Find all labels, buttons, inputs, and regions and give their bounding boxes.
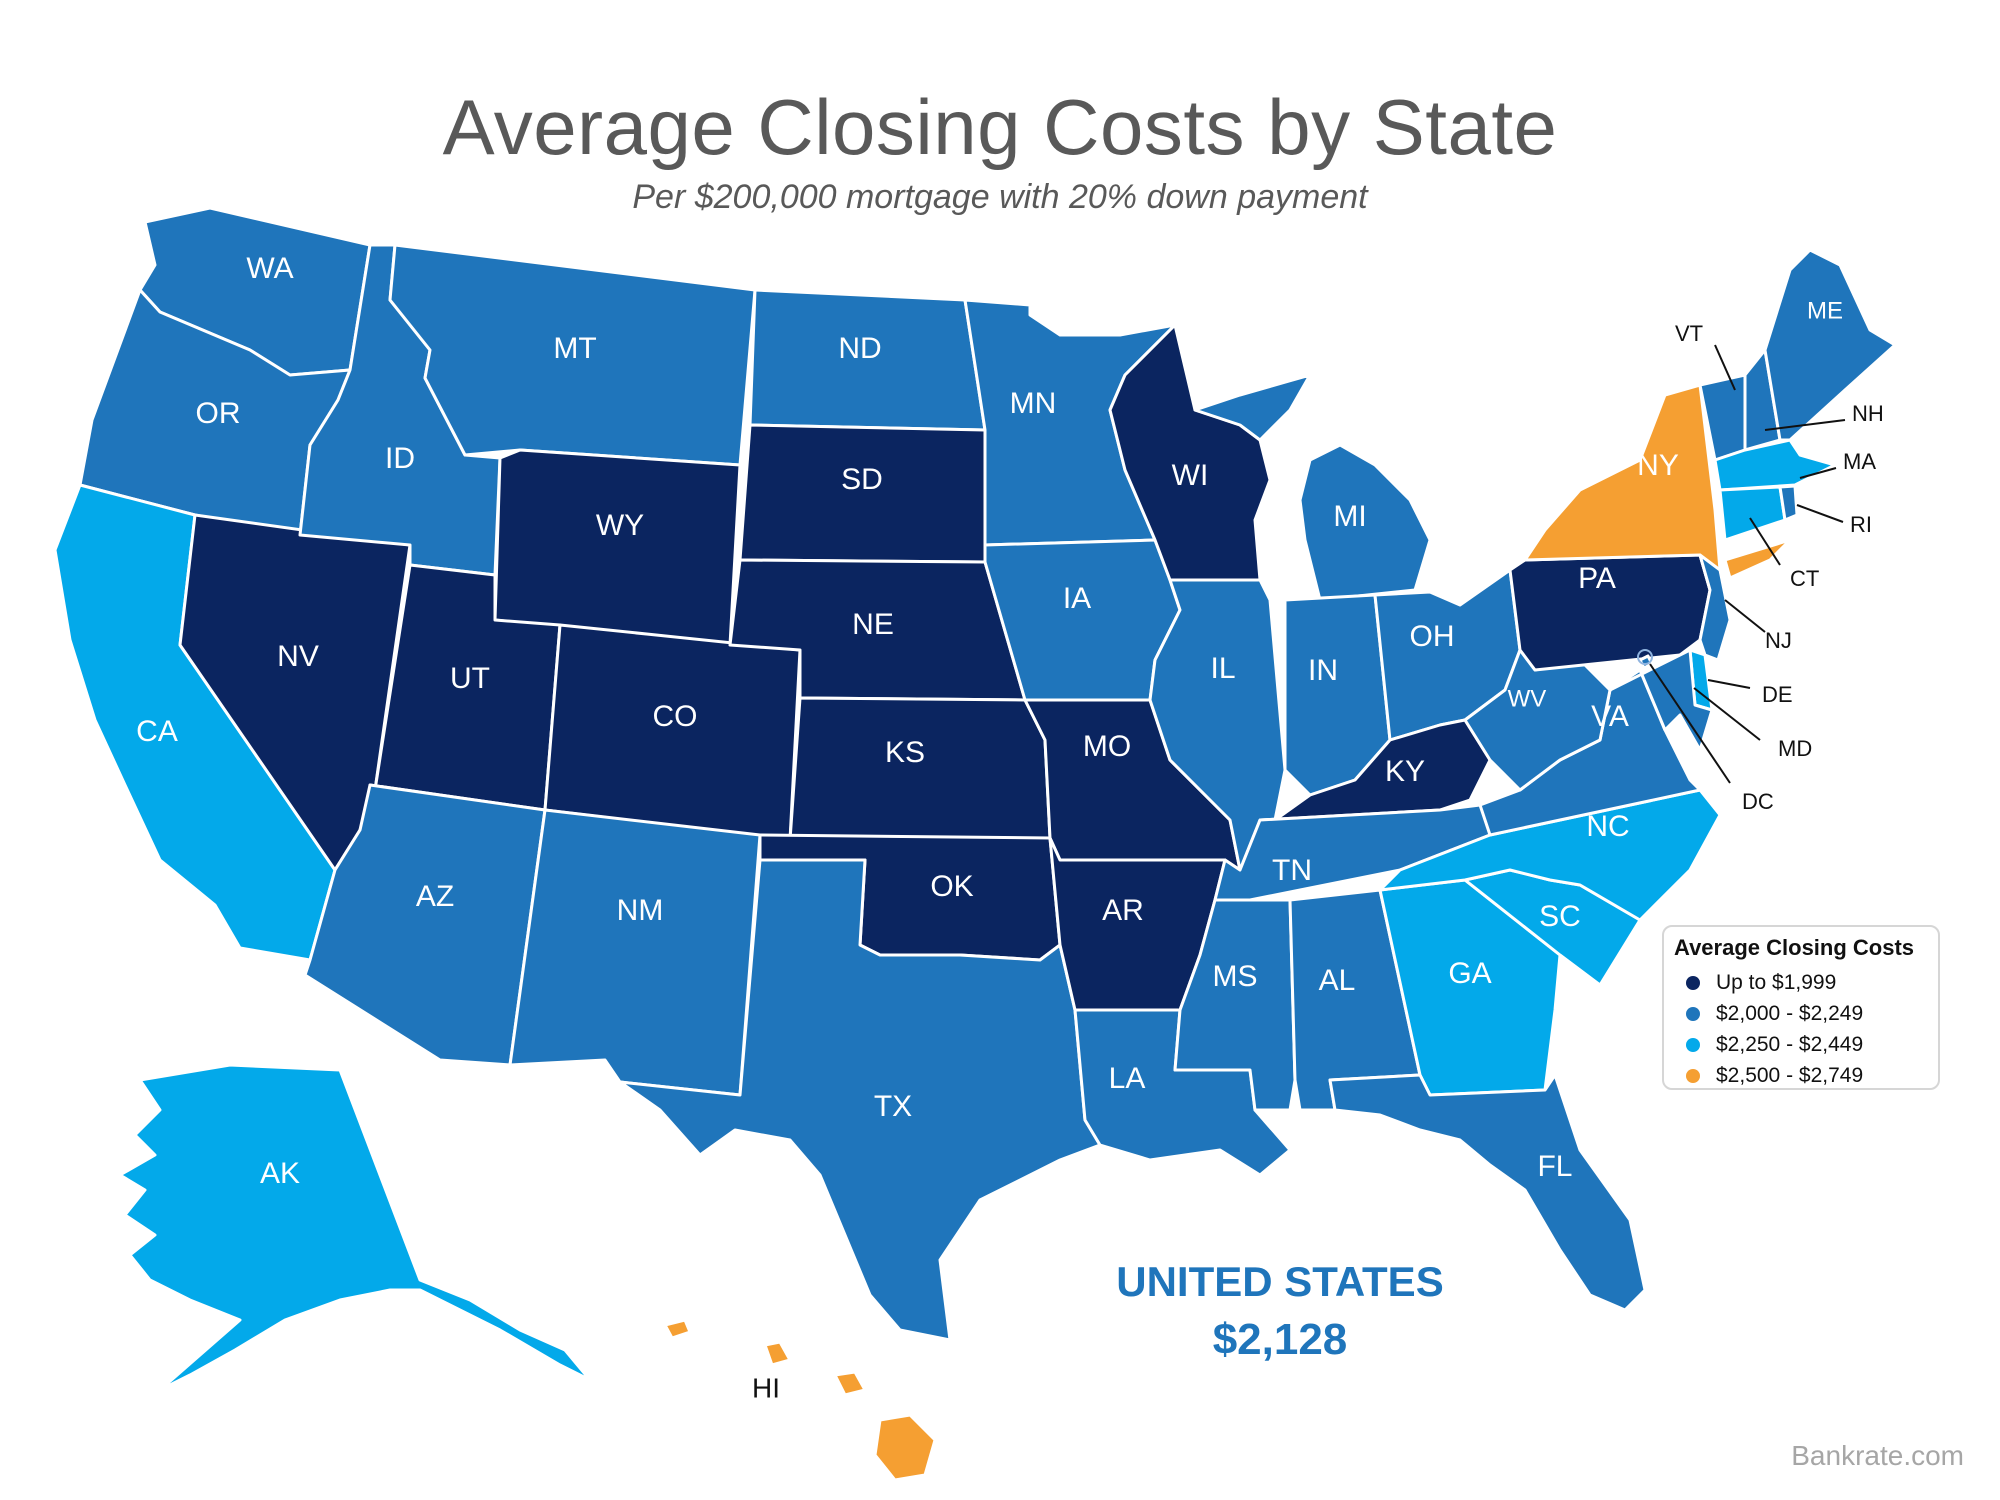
state-label-mt: MT xyxy=(553,332,596,365)
legend: Average Closing Costs Up to $1,999 $2,00… xyxy=(1662,925,1940,1090)
state-label-in: IN xyxy=(1308,654,1338,687)
national-average-value: $2,128 xyxy=(1212,1315,1348,1364)
state-ri[interactable] xyxy=(1778,484,1799,522)
state-mi[interactable] xyxy=(1193,373,1432,602)
state-label-wa: WA xyxy=(246,252,293,285)
state-label-sd: SD xyxy=(841,463,883,496)
state-label-ks: KS xyxy=(885,736,925,769)
state-label-sc: SC xyxy=(1539,900,1581,933)
callout-label-ri: RI xyxy=(1850,512,1872,537)
state-label-ky: KY xyxy=(1385,755,1425,788)
state-label-il: IL xyxy=(1210,652,1235,685)
state-label-id: ID xyxy=(385,442,415,475)
callout-label-nh: NH xyxy=(1852,401,1884,426)
state-nj[interactable] xyxy=(1698,553,1732,662)
state-label-ak: AK xyxy=(260,1157,300,1190)
state-dc[interactable] xyxy=(1638,654,1654,670)
page-subtitle: Per $200,000 mortgage with 20% down paym… xyxy=(632,178,1368,216)
state-hi-oahu[interactable] xyxy=(663,1318,692,1340)
state-label-ca: CA xyxy=(136,715,178,748)
state-wy[interactable] xyxy=(493,448,742,647)
state-label-me: ME xyxy=(1807,297,1843,324)
state-mt[interactable] xyxy=(388,243,757,467)
state-label-nm: NM xyxy=(617,894,664,927)
state-hi-kauai[interactable] xyxy=(763,1340,792,1367)
state-ms[interactable] xyxy=(1173,898,1297,1112)
state-ks[interactable] xyxy=(788,696,1052,842)
state-ny-long-island[interactable] xyxy=(1723,538,1792,580)
state-label-wi: WI xyxy=(1172,459,1209,492)
state-label-nd: ND xyxy=(838,332,881,365)
legend-item-label: $2,000 - $2,249 xyxy=(1716,1001,1864,1025)
legend-swatch-icon xyxy=(1686,1037,1700,1052)
state-label-mn: MN xyxy=(1010,387,1057,420)
state-label-wv: WV xyxy=(1508,685,1547,712)
state-label-ok: OK xyxy=(930,870,973,903)
legend-item-label: Up to $1,999 xyxy=(1716,970,1837,994)
state-ak[interactable] xyxy=(118,1063,592,1392)
legend-swatch-icon xyxy=(1686,1006,1700,1021)
state-label-ne: NE xyxy=(852,608,894,641)
state-label-ga: GA xyxy=(1448,957,1491,990)
state-label-ny: NY xyxy=(1637,449,1679,482)
state-label-or: OR xyxy=(196,397,241,430)
state-label-ut: UT xyxy=(450,662,490,695)
page-title: Average Closing Costs by State xyxy=(442,83,1558,171)
state-label-pa: PA xyxy=(1578,562,1616,595)
state-tx[interactable] xyxy=(618,858,1102,1342)
state-wi[interactable] xyxy=(1108,323,1272,582)
state-label-tx: TX xyxy=(874,1090,912,1123)
state-label-co: CO xyxy=(653,700,698,733)
state-label-mi: MI xyxy=(1333,500,1366,533)
national-average-label: UNITED STATES xyxy=(1116,1258,1444,1305)
legend-item-label: $2,250 - $2,449 xyxy=(1716,1032,1864,1056)
state-nm[interactable] xyxy=(508,808,762,1097)
state-label-tn: TN xyxy=(1272,854,1312,887)
state-label-fl: FL xyxy=(1537,1150,1572,1183)
callout-label-nj: NJ xyxy=(1765,628,1792,653)
legend-item-label: $2,500 - $2,749 xyxy=(1716,1063,1864,1087)
legend-swatch-icon xyxy=(1686,1068,1700,1083)
legend-item: $2,000 - $2,249 xyxy=(1674,998,1932,1029)
callout-label-ma: MA xyxy=(1843,449,1876,474)
source-credit: Bankrate.com xyxy=(1791,1440,1964,1471)
callout-label-vt: VT xyxy=(1675,321,1703,346)
state-label-nv: NV xyxy=(277,640,319,673)
state-hi-maui[interactable] xyxy=(833,1370,867,1397)
state-label-nc: NC xyxy=(1586,810,1629,843)
state-label-az: AZ xyxy=(416,880,454,913)
callout-label-md: MD xyxy=(1778,736,1812,761)
legend-swatch-icon xyxy=(1686,975,1700,990)
state-md[interactable] xyxy=(1608,648,1714,752)
callout-label-ct: CT xyxy=(1790,566,1819,591)
legend-title: Average Closing Costs xyxy=(1674,935,1915,960)
state-label-ms: MS xyxy=(1213,960,1258,993)
state-fl[interactable] xyxy=(1328,1073,1647,1312)
state-label-ia: IA xyxy=(1063,582,1091,615)
state-il[interactable] xyxy=(1148,578,1287,872)
state-hi-big-island[interactable] xyxy=(873,1413,937,1482)
callout-label-de: DE xyxy=(1762,682,1793,707)
callout-label-dc: DC xyxy=(1742,789,1774,814)
legend-item: $2,250 - $2,449 xyxy=(1674,1029,1932,1060)
callout-label-hi: HI xyxy=(752,1372,780,1403)
state-label-wy: WY xyxy=(596,509,644,542)
legend-item: Up to $1,999 xyxy=(1674,967,1932,998)
state-label-la: LA xyxy=(1109,1062,1146,1095)
legend-item: $2,500 - $2,749 xyxy=(1674,1060,1932,1091)
state-label-va: VA xyxy=(1591,700,1629,733)
state-label-mo: MO xyxy=(1083,730,1131,763)
state-label-oh: OH xyxy=(1410,620,1455,653)
state-label-al: AL xyxy=(1319,964,1356,997)
state-label-ar: AR xyxy=(1102,894,1144,927)
state-ct[interactable] xyxy=(1718,485,1787,542)
